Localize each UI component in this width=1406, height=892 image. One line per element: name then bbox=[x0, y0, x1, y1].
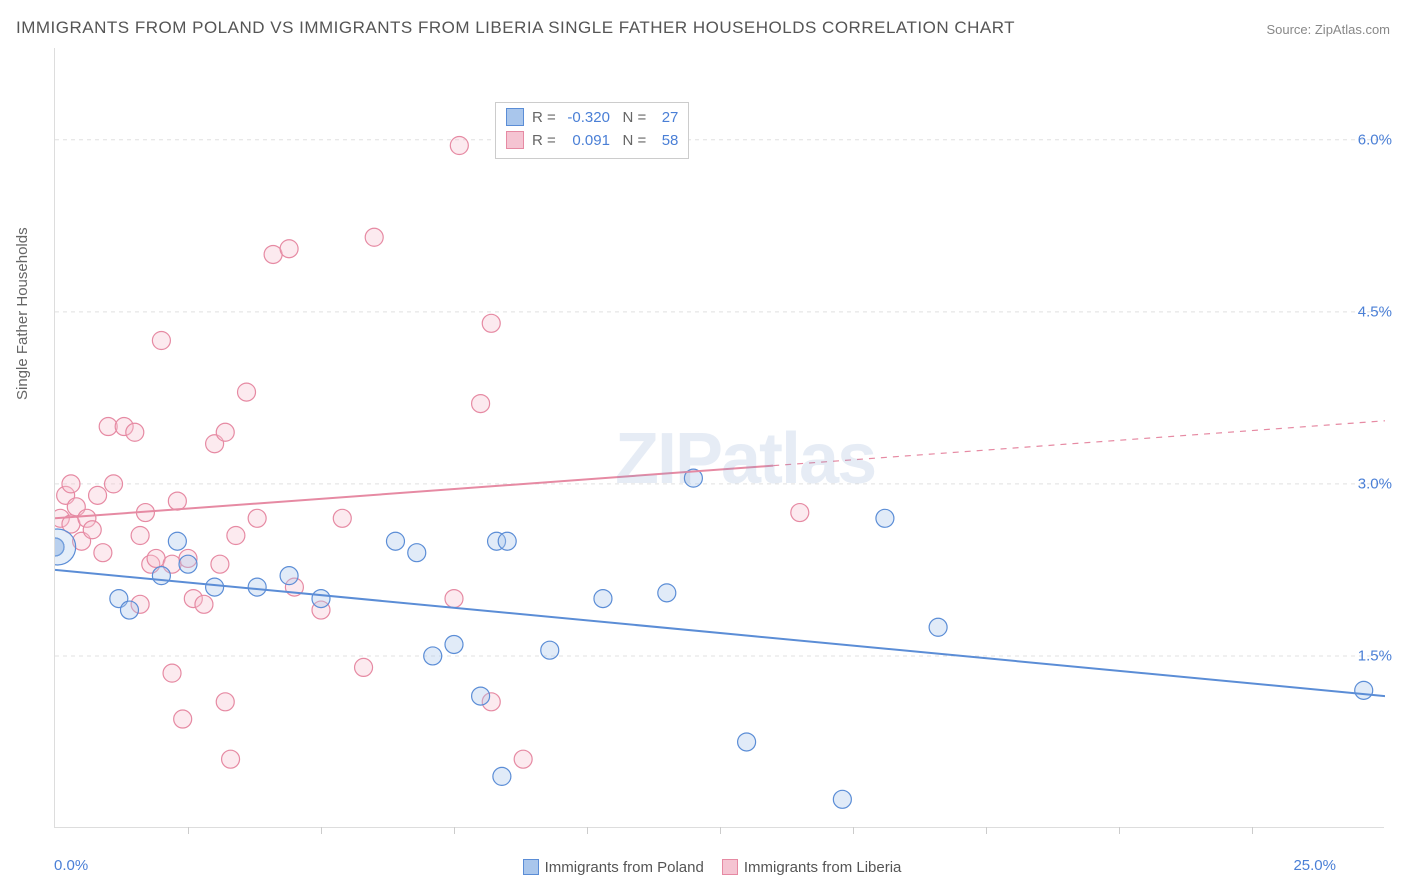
data-point bbox=[206, 578, 224, 596]
n-label: N = bbox=[622, 109, 646, 126]
stats-legend: R = -0.320 N = 27R = 0.091 N = 58 bbox=[495, 102, 689, 159]
r-value: 0.091 bbox=[560, 130, 610, 153]
regression-line-dashed bbox=[773, 421, 1385, 466]
data-point bbox=[152, 332, 170, 350]
data-point bbox=[195, 595, 213, 613]
y-tick-label: 3.0% bbox=[1358, 475, 1392, 492]
chart-svg bbox=[55, 48, 1385, 828]
y-axis-label: Single Father Households bbox=[14, 227, 31, 400]
data-point bbox=[355, 658, 373, 676]
data-point bbox=[738, 733, 756, 751]
legend-swatch bbox=[523, 859, 539, 875]
y-tick-label: 1.5% bbox=[1358, 647, 1392, 664]
x-tick bbox=[720, 827, 721, 834]
legend-label: Immigrants from Poland bbox=[545, 859, 704, 876]
y-tick-label: 6.0% bbox=[1358, 131, 1392, 148]
legend-swatch bbox=[506, 131, 524, 149]
data-point bbox=[99, 418, 117, 436]
n-label: N = bbox=[622, 132, 646, 149]
data-point bbox=[658, 584, 676, 602]
plot-area: ZIPatlas R = -0.320 N = 27R = 0.091 N = … bbox=[54, 48, 1384, 828]
x-tick bbox=[986, 827, 987, 834]
y-tick-label: 4.5% bbox=[1358, 303, 1392, 320]
data-point bbox=[791, 504, 809, 522]
data-point bbox=[498, 532, 516, 550]
data-point bbox=[168, 532, 186, 550]
data-point bbox=[222, 750, 240, 768]
data-point bbox=[248, 509, 266, 527]
data-point bbox=[876, 509, 894, 527]
data-point bbox=[408, 544, 426, 562]
data-point bbox=[365, 228, 383, 246]
x-tick bbox=[454, 827, 455, 834]
data-point bbox=[105, 475, 123, 493]
stats-legend-row: R = -0.320 N = 27 bbox=[506, 107, 678, 130]
data-point bbox=[493, 767, 511, 785]
data-point bbox=[833, 790, 851, 808]
data-point bbox=[482, 314, 500, 332]
data-point bbox=[514, 750, 532, 768]
chart-title: IMMIGRANTS FROM POLAND VS IMMIGRANTS FRO… bbox=[16, 18, 1015, 38]
data-point bbox=[152, 567, 170, 585]
data-point bbox=[131, 527, 149, 545]
data-point bbox=[211, 555, 229, 573]
data-point bbox=[445, 635, 463, 653]
data-point bbox=[333, 509, 351, 527]
data-point bbox=[55, 529, 76, 565]
data-point bbox=[227, 527, 245, 545]
data-point bbox=[89, 486, 107, 504]
data-point bbox=[168, 492, 186, 510]
data-point bbox=[1355, 681, 1373, 699]
data-point bbox=[386, 532, 404, 550]
x-tick bbox=[1119, 827, 1120, 834]
data-point bbox=[126, 423, 144, 441]
source-label: Source: ZipAtlas.com bbox=[1266, 22, 1390, 37]
data-point bbox=[248, 578, 266, 596]
data-point bbox=[179, 555, 197, 573]
x-tick bbox=[587, 827, 588, 834]
legend-label: Immigrants from Liberia bbox=[744, 859, 902, 876]
regression-line bbox=[55, 466, 773, 519]
data-point bbox=[424, 647, 442, 665]
data-point bbox=[312, 590, 330, 608]
data-point bbox=[929, 618, 947, 636]
data-point bbox=[264, 245, 282, 263]
data-point bbox=[472, 395, 490, 413]
data-point bbox=[541, 641, 559, 659]
legend-swatch bbox=[722, 859, 738, 875]
n-value: 27 bbox=[650, 107, 678, 130]
data-point bbox=[472, 687, 490, 705]
x-tick bbox=[1252, 827, 1253, 834]
r-label: R = bbox=[532, 109, 556, 126]
data-point bbox=[445, 590, 463, 608]
data-point bbox=[216, 423, 234, 441]
data-point bbox=[280, 240, 298, 258]
bottom-legend: Immigrants from Poland Immigrants from Li… bbox=[0, 859, 1406, 876]
data-point bbox=[163, 664, 181, 682]
data-point bbox=[450, 137, 468, 155]
data-point bbox=[83, 521, 101, 539]
regression-line bbox=[55, 570, 1385, 696]
data-point bbox=[147, 549, 165, 567]
data-point bbox=[120, 601, 138, 619]
data-point bbox=[594, 590, 612, 608]
legend-swatch bbox=[506, 108, 524, 126]
r-value: -0.320 bbox=[560, 107, 610, 130]
x-tick bbox=[321, 827, 322, 834]
data-point bbox=[94, 544, 112, 562]
x-tick bbox=[188, 827, 189, 834]
data-point bbox=[174, 710, 192, 728]
data-point bbox=[280, 567, 298, 585]
r-label: R = bbox=[532, 132, 556, 149]
n-value: 58 bbox=[650, 130, 678, 153]
data-point bbox=[216, 693, 234, 711]
stats-legend-row: R = 0.091 N = 58 bbox=[506, 130, 678, 153]
data-point bbox=[238, 383, 256, 401]
data-point bbox=[62, 475, 80, 493]
x-tick bbox=[853, 827, 854, 834]
